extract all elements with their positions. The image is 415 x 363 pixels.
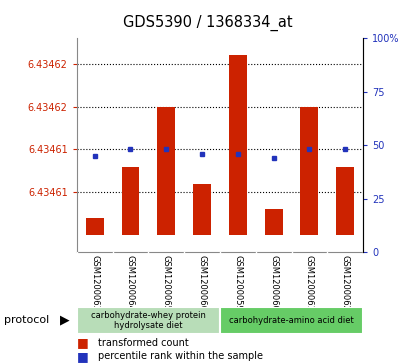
Bar [265, 209, 283, 235]
Text: GSM1200060: GSM1200060 [269, 255, 278, 311]
Bar [229, 55, 247, 235]
Text: GSM1200064: GSM1200064 [126, 255, 135, 311]
Text: GSM1200066: GSM1200066 [198, 255, 207, 311]
Text: ■: ■ [77, 337, 88, 350]
Bar [157, 107, 175, 235]
Text: GSM1200059: GSM1200059 [233, 255, 242, 311]
Text: carbohydrate-amino acid diet: carbohydrate-amino acid diet [229, 316, 354, 325]
Text: ■: ■ [77, 350, 88, 363]
Text: GSM1200063: GSM1200063 [90, 255, 99, 311]
Text: GSM1200065: GSM1200065 [162, 255, 171, 311]
Bar [220, 307, 363, 334]
Text: GDS5390 / 1368334_at: GDS5390 / 1368334_at [123, 15, 292, 31]
Text: carbohydrate-whey protein
hydrolysate diet: carbohydrate-whey protein hydrolysate di… [91, 311, 206, 330]
Text: transformed count: transformed count [98, 338, 188, 348]
Text: protocol: protocol [4, 315, 49, 325]
Bar [336, 167, 354, 235]
Text: percentile rank within the sample: percentile rank within the sample [98, 351, 263, 362]
Bar [300, 107, 318, 235]
Text: GSM1200062: GSM1200062 [341, 255, 350, 311]
Bar [77, 307, 220, 334]
Bar [122, 167, 139, 235]
Text: GSM1200061: GSM1200061 [305, 255, 314, 311]
Text: ▶: ▶ [59, 314, 69, 327]
Bar [193, 184, 211, 235]
Bar [86, 218, 104, 235]
